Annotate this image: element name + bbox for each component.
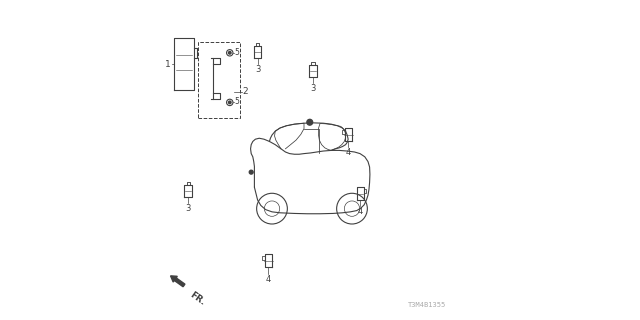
FancyArrow shape	[170, 276, 185, 287]
Circle shape	[228, 52, 231, 54]
Text: 4: 4	[346, 148, 351, 157]
Text: FR.: FR.	[188, 290, 207, 307]
Circle shape	[307, 119, 312, 125]
Text: 4: 4	[358, 207, 363, 216]
Text: 1: 1	[166, 60, 172, 68]
Bar	[198, 42, 240, 118]
Text: 2: 2	[243, 87, 248, 96]
Text: 3: 3	[255, 65, 260, 74]
Text: 3: 3	[186, 204, 191, 213]
Text: 5: 5	[234, 48, 239, 57]
Text: 5: 5	[234, 97, 239, 106]
Text: T3M4B1355: T3M4B1355	[408, 302, 447, 308]
Text: 3: 3	[310, 84, 316, 93]
Text: 4: 4	[266, 275, 271, 284]
Circle shape	[250, 170, 253, 174]
Circle shape	[228, 101, 231, 104]
